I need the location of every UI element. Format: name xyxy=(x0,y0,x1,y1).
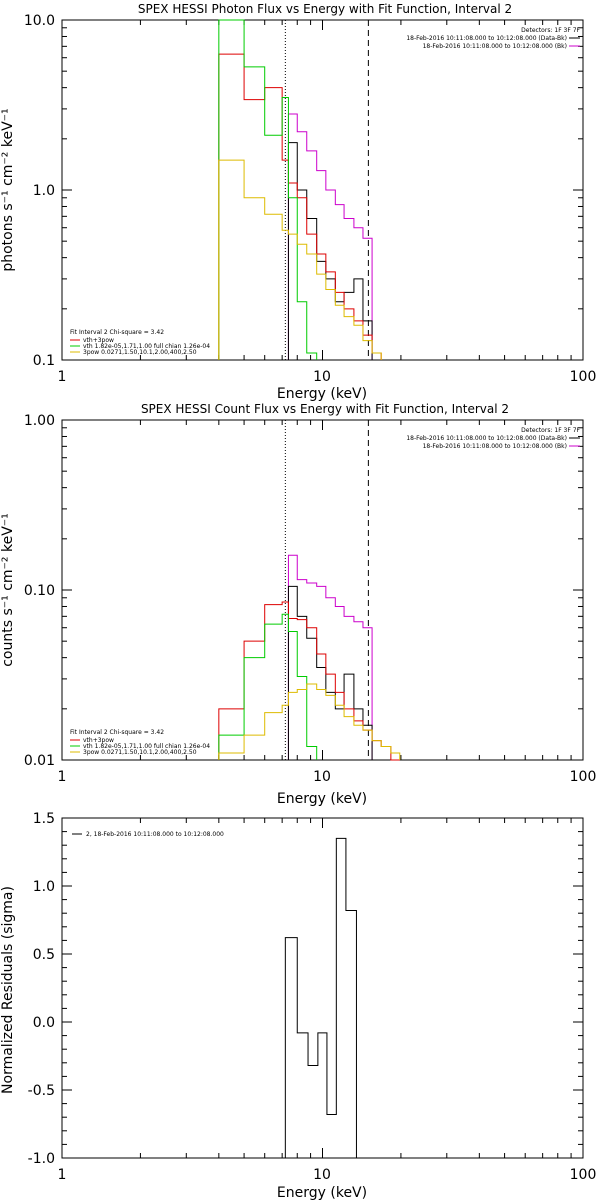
plot-frame xyxy=(61,419,584,761)
series-line-1 xyxy=(287,585,373,760)
series-line-0 xyxy=(287,113,373,360)
legend-entry: 18-Feb-2016 10:11:08.000 to 10:12:08.000… xyxy=(406,435,567,442)
legend-entry: vth 1.82e-05,1.71,1.00 full chian 1.26e-… xyxy=(83,343,210,350)
y-tick-label: 1.5 xyxy=(33,811,55,827)
plot-frame xyxy=(61,19,584,361)
y-tick-label: -0.5 xyxy=(28,1083,55,1099)
x-axis-label: Energy (keV) xyxy=(277,791,367,807)
y-tick-label: 0.1 xyxy=(33,353,55,369)
y-tick-label: 0.10 xyxy=(24,583,55,599)
series-line-3 xyxy=(218,613,318,760)
x-axis-label: Energy (keV) xyxy=(277,1185,367,1200)
legend-entry: 3pow 0.0271,1.50,10.1,2.00,400,2.50 xyxy=(83,349,197,356)
data-series xyxy=(218,554,401,761)
series-line-2 xyxy=(218,53,382,360)
fit-info-label: Fit Interval 2 Chi-square = 3.42 xyxy=(70,729,164,736)
series-line-4 xyxy=(218,683,401,760)
axis-ticks xyxy=(61,817,584,1159)
y-tick-label: -1.0 xyxy=(28,1151,55,1167)
y-tick-label: 1.00 xyxy=(24,413,55,429)
chart-title: SPEX HESSI Count Flux vs Energy with Fit… xyxy=(141,402,509,416)
x-tick-label: 100 xyxy=(570,769,597,785)
y-tick-label: 1.0 xyxy=(33,879,55,895)
residuals-panel: 1 10 100 -1.0 -0.5 0.0 0.5 1.0 1.5 Energ… xyxy=(0,811,596,1200)
series-line-2 xyxy=(218,601,400,761)
legend-entry: vth+3pow xyxy=(83,337,114,344)
legend-entry: 18-Feb-2016 10:11:08.000 to 10:12:08.000… xyxy=(423,43,567,50)
plot-frame xyxy=(61,817,584,1159)
fit-range-markers xyxy=(284,20,369,360)
axis-ticks xyxy=(61,19,584,361)
fit-range-markers xyxy=(284,420,369,760)
series-line-0 xyxy=(284,837,357,1158)
y-axis-label: photons s⁻¹ cm⁻² keV⁻¹ xyxy=(0,108,16,271)
legend-entry: 18-Feb-2016 10:11:08.000 to 10:12:08.000… xyxy=(406,35,567,42)
detectors-label: Detectors: 1F 3F 7F xyxy=(521,27,580,34)
y-axis-label: counts s⁻¹ cm⁻² keV⁻¹ xyxy=(0,513,16,667)
photon-flux-panel: SPEX HESSI Photon Flux vs Energy with Fi… xyxy=(0,2,596,402)
y-tick-label: 0.0 xyxy=(33,1015,55,1031)
x-tick-label: 100 xyxy=(570,1167,597,1183)
y-tick-label: 0.5 xyxy=(33,947,55,963)
x-tick-label: 1 xyxy=(58,1167,67,1183)
x-tick-label: 100 xyxy=(570,369,597,385)
y-tick-label: 1.0 xyxy=(33,183,55,199)
axis-ticks xyxy=(61,419,584,761)
x-axis-label: Energy (keV) xyxy=(277,386,367,402)
detectors-label: Detectors: 1F 3F 7F xyxy=(521,427,580,434)
legend-entry: 18-Feb-2016 10:11:08.000 to 10:12:08.000… xyxy=(423,443,567,450)
data-series xyxy=(284,837,357,1158)
legend-entry: vth 1.82e-05,1.71,1.00 full chian 1.26e-… xyxy=(83,743,210,750)
fit-info-label: Fit Interval 2 Chi-square = 3.42 xyxy=(70,329,164,336)
series-line-4 xyxy=(218,159,382,360)
x-tick-label: 1 xyxy=(58,369,67,385)
series-line-3 xyxy=(218,19,318,360)
x-tick-label: 10 xyxy=(313,369,331,385)
x-tick-label: 10 xyxy=(313,1167,331,1183)
legend-entry: vth+3pow xyxy=(83,737,114,744)
series-line-1 xyxy=(287,142,373,360)
count-flux-panel: SPEX HESSI Count Flux vs Energy with Fit… xyxy=(0,402,596,807)
x-tick-label: 10 xyxy=(313,769,331,785)
legend-entry: 3pow 0.0271,1.50,10.1,2.00,400,2.50 xyxy=(83,749,197,756)
chart-title: SPEX HESSI Photon Flux vs Energy with Fi… xyxy=(138,2,512,16)
data-series xyxy=(218,19,382,360)
y-tick-label: 0.01 xyxy=(24,753,55,769)
legend-entry: 2, 18-Feb-2016 10:11:08.000 to 10:12:08.… xyxy=(86,831,224,838)
series-line-0 xyxy=(287,554,373,760)
y-tick-label: 10.0 xyxy=(24,13,55,29)
y-axis-label: Normalized Residuals (sigma) xyxy=(0,886,16,1094)
x-tick-label: 1 xyxy=(58,769,67,785)
